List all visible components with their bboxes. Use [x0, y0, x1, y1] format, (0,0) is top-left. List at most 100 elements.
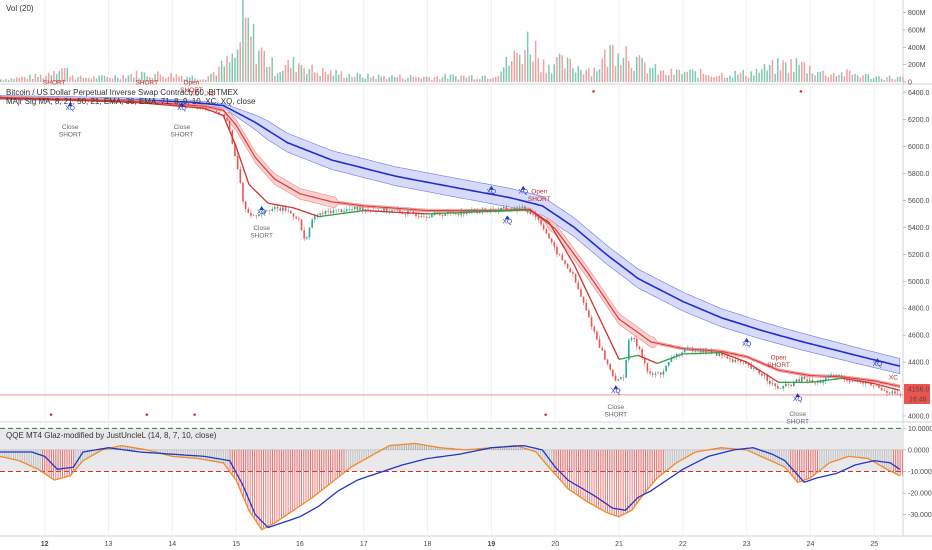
candle-body [385, 208, 388, 213]
fast-ema-segment [238, 155, 244, 166]
volume-bar [353, 76, 356, 82]
candle-body [790, 384, 792, 387]
volume-bar [518, 54, 521, 82]
candle-body [431, 214, 433, 218]
marker-label: XQ [487, 189, 496, 196]
marker-label: Close [608, 404, 625, 411]
candle-body [870, 382, 872, 386]
volume-bar [494, 76, 497, 82]
fast-ema-segment [222, 115, 228, 124]
fast-ema-segment [845, 378, 849, 380]
volume-bar [361, 77, 364, 82]
candle-body [292, 213, 295, 217]
volume-bar [532, 61, 534, 82]
volume-bar [138, 78, 140, 82]
candle-body [295, 216, 297, 219]
volume-bar [295, 72, 297, 82]
volume-bar [625, 46, 627, 82]
x-tick-label: 24 [807, 541, 815, 548]
candle-body [872, 385, 875, 387]
marker-label: Open [531, 189, 547, 196]
volume-bar [204, 79, 207, 82]
volume-bar [596, 71, 598, 82]
candle-body [614, 375, 617, 381]
marker-label: XC [889, 375, 898, 382]
candle-body [686, 348, 689, 350]
volume-bar [343, 77, 345, 82]
volume-bar [154, 73, 156, 82]
volume-bar [675, 69, 678, 82]
candle-body [808, 379, 811, 382]
fast-ema-segment [274, 203, 278, 206]
marker-label: SHORT [43, 80, 66, 87]
volume-bar [329, 70, 332, 82]
volume-bar [715, 76, 718, 82]
fast-ema-segment [306, 211, 310, 214]
volume-bar [497, 75, 500, 82]
fast-ema-segment [883, 385, 888, 388]
fast-ema-segment [663, 359, 668, 362]
volume-bar [314, 72, 316, 82]
candle-body [505, 207, 508, 210]
marker-label: SHORT [786, 418, 809, 425]
fast-ema-segment [676, 354, 680, 357]
fast-ema-segment [232, 138, 237, 147]
osc-tick-label: 0.0000 [908, 447, 930, 454]
up-triangle-icon [179, 102, 185, 107]
fast-ema-segment [890, 387, 894, 390]
volume-bar [287, 60, 289, 82]
candle-body [343, 211, 345, 213]
candle-body [274, 207, 276, 209]
candle-body [540, 219, 542, 225]
volume-bar [18, 77, 21, 82]
volume-bar [236, 49, 239, 82]
marker-label: XQ [742, 341, 751, 348]
candle-body [263, 210, 266, 214]
candle-body [308, 227, 311, 238]
candle-body [683, 349, 686, 353]
candle-body [891, 391, 894, 394]
candle-body [212, 110, 215, 112]
marker-label: XQ [177, 105, 186, 112]
volume-bar [500, 71, 502, 82]
volume-bar [574, 72, 577, 82]
volume-bar [830, 74, 832, 82]
fast-ema-segment [229, 130, 234, 140]
candle-body [785, 383, 787, 387]
volume-bar [101, 75, 103, 82]
volume-bar [444, 74, 446, 82]
volume-bar [678, 69, 681, 82]
signal-marker: XQ [873, 358, 882, 368]
volume-bar [290, 68, 292, 82]
volume-bar [311, 64, 313, 82]
candle-body [731, 359, 734, 362]
volume-bar [572, 68, 574, 82]
marker-label: Close [62, 124, 79, 131]
candle-body [516, 207, 518, 211]
fast-ema-segment [557, 237, 563, 244]
fast-ema-segment [605, 332, 611, 340]
fast-ema-segment [573, 264, 579, 273]
marker-label: Close [174, 124, 191, 131]
fast-ema-segment [283, 205, 288, 208]
fast-ema-segment [644, 357, 648, 360]
volume-bar [665, 74, 667, 82]
volume-bar [707, 75, 710, 82]
marker-label: XC [206, 90, 215, 97]
volume-bar [321, 67, 324, 82]
fast-ema-segment [858, 380, 862, 383]
candle-body [324, 210, 327, 215]
oscillator-pane [0, 427, 903, 531]
candle-body [542, 224, 545, 230]
candle-body [801, 376, 803, 382]
candle-body [367, 209, 369, 210]
signal-marker: XQ [611, 385, 621, 395]
candle-body [276, 207, 279, 209]
volume-bar [164, 78, 167, 82]
volume-bar [622, 57, 625, 82]
volume-bar [870, 79, 872, 82]
candle-body [596, 331, 598, 340]
volume-bar [726, 77, 728, 82]
volume-bar [21, 76, 23, 82]
